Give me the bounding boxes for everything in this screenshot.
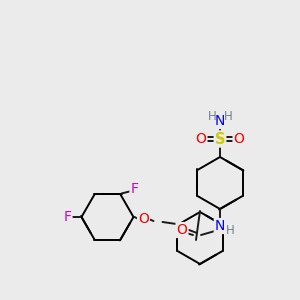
Text: F: F xyxy=(64,210,71,224)
Text: H: H xyxy=(226,224,234,236)
Text: S: S xyxy=(215,131,225,146)
Text: N: N xyxy=(215,114,225,128)
Text: H: H xyxy=(224,110,232,122)
Text: O: O xyxy=(234,132,244,146)
Text: O: O xyxy=(196,132,206,146)
Text: F: F xyxy=(130,182,139,197)
Text: O: O xyxy=(177,223,188,237)
Text: N: N xyxy=(215,219,225,233)
Text: O: O xyxy=(138,212,149,226)
Text: H: H xyxy=(208,110,216,122)
